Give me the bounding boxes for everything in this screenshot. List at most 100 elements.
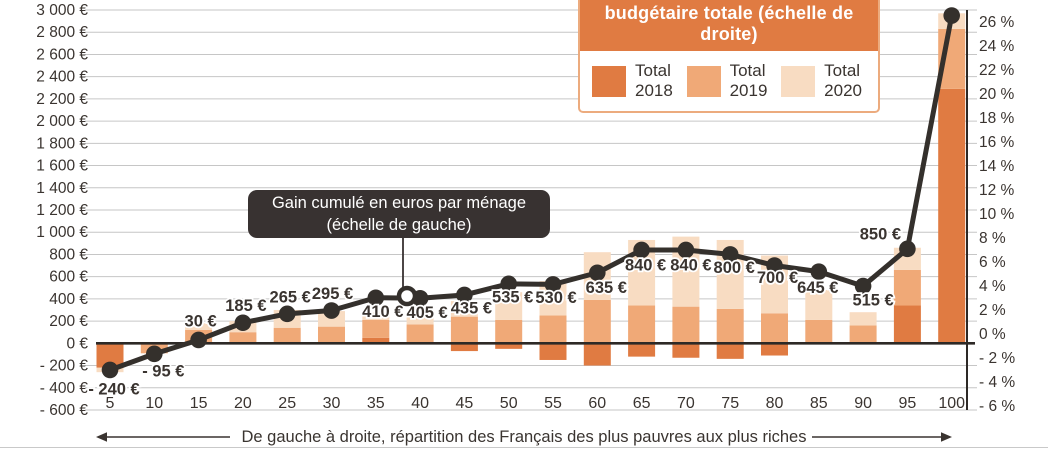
line-point-p30	[323, 302, 340, 319]
legend-swatch-2018	[592, 65, 626, 97]
right-axis-label: - 2 %	[979, 350, 1015, 367]
bar-total-2020-p40	[406, 313, 434, 325]
bar-total-2018-p75	[716, 343, 744, 359]
bar-total-2019-p65	[628, 305, 656, 344]
value-label-p70: 840 €	[670, 256, 711, 274]
bar-total-2020-p45	[450, 301, 478, 317]
right-axis-label: - 6 %	[979, 398, 1015, 415]
x-axis-label: 65	[633, 395, 651, 412]
legend: budgétaire totale (échelle de droite) To…	[578, 0, 880, 114]
left-axis-label: 0 €	[66, 335, 88, 352]
line-series-callout: Gain cumulé en euros par ménage (échelle…	[248, 190, 550, 238]
bar-total-2020-p35	[362, 312, 390, 320]
bar-total-2019-p55	[539, 315, 567, 344]
x-axis-label: 10	[145, 395, 163, 412]
left-axis-label: 1 800 €	[36, 135, 88, 152]
left-axis-label: 1 000 €	[36, 224, 88, 241]
left-axis-label: 2 600 €	[36, 46, 88, 63]
value-label-p45: 435 €	[451, 299, 492, 317]
left-axis-label: 200 €	[49, 313, 88, 330]
value-label-p90: 515 €	[852, 292, 893, 310]
right-axis-label: - 4 %	[979, 374, 1015, 391]
bar-total-2019-p80	[761, 313, 788, 344]
value-label-p25: 265 €	[270, 288, 311, 306]
right-axis-label: 16 %	[979, 134, 1015, 151]
x-axis-label: 90	[854, 395, 872, 412]
value-label-p60: 635 €	[586, 279, 627, 297]
bar-total-2019-p70	[672, 306, 700, 344]
legend-label-2019: Total 2019	[729, 61, 768, 101]
x-axis-label: 15	[190, 395, 208, 412]
line-point-p75	[721, 246, 739, 263]
bar-total-2020-p90	[849, 312, 877, 326]
right-axis-label: 18 %	[979, 110, 1015, 127]
bar-total-2018-p100	[938, 88, 966, 344]
bar-total-2019-p25	[273, 327, 301, 344]
bar-total-2019-p75	[716, 308, 744, 344]
x-axis-label: 50	[500, 395, 518, 412]
value-label-p30: 295 €	[312, 285, 353, 303]
left-axis-label: 2 800 €	[36, 24, 88, 41]
bar-total-2018-p35	[362, 337, 390, 344]
right-axis-label: 6 %	[979, 254, 1006, 271]
arrow-left-head	[96, 432, 107, 442]
value-label-p75: 800 €	[714, 259, 755, 277]
value-label-p20: 185 €	[225, 297, 266, 315]
left-axis-label: 1 400 €	[36, 180, 88, 197]
value-label-p55: 530 €	[535, 289, 576, 307]
x-axis-label: 35	[367, 395, 385, 412]
callout-line2: (échelle de gauche)	[326, 216, 472, 234]
x-axis-label: 40	[411, 395, 429, 412]
right-axis-label: 26 %	[979, 14, 1015, 31]
line-point-p20	[234, 314, 252, 332]
bar-total-2019-p90	[849, 325, 877, 344]
arrow-right-head	[941, 432, 952, 442]
x-axis-label: 70	[677, 395, 695, 412]
bar-total-2018-p50	[495, 343, 523, 349]
legend-item-2018: Total 2018	[592, 61, 673, 101]
bar-total-2020-p85	[805, 289, 833, 320]
line-point-p60	[589, 264, 606, 282]
line-point-p80	[766, 257, 783, 274]
x-axis-label: 30	[323, 395, 341, 412]
left-axis-label: 1 200 €	[36, 202, 88, 219]
left-axis-label: 800 €	[49, 246, 88, 263]
x-axis-label: 95	[899, 395, 917, 412]
x-axis-label: 75	[721, 395, 739, 412]
line-point-p10	[146, 345, 163, 363]
value-label-p5: - 240 €	[88, 380, 139, 398]
legend-item-2019: Total 2019	[686, 61, 768, 101]
x-axis-caption: De gauche à droite, répartition des Fran…	[241, 428, 807, 446]
callout-anchor-point	[396, 285, 418, 307]
legend-body: Total 2018 Total 2019 Total 2020	[580, 51, 878, 111]
bar-total-2020-p15	[185, 323, 213, 330]
bar-total-2018-p60	[583, 343, 611, 366]
line-point-p15	[190, 331, 207, 349]
value-label-p95: 850 €	[860, 225, 901, 243]
bar-total-2019-p40	[406, 324, 434, 344]
right-axis-label: 12 %	[979, 182, 1015, 199]
left-axis-label: 2 400 €	[36, 69, 88, 86]
legend-swatch-2020	[781, 65, 816, 97]
bar-total-2019-p45	[450, 316, 478, 344]
bar-total-2019-p35	[362, 319, 390, 338]
legend-header: budgétaire totale (échelle de droite)	[580, 0, 878, 51]
line-point-p65	[633, 241, 650, 259]
legend-swatch-2019	[686, 65, 721, 97]
left-axis-label: 400 €	[49, 291, 88, 308]
line-point-p50	[500, 275, 517, 293]
right-axis-label: 8 %	[979, 230, 1006, 247]
line-point-p90	[854, 277, 872, 295]
legend-label-2018: Total 2018	[635, 61, 673, 101]
bar-total-2019-p20	[229, 332, 257, 344]
bar-total-2019-p60	[583, 299, 611, 344]
bar-total-2018-p70	[672, 343, 700, 358]
bar-total-2019-p30	[318, 326, 345, 344]
x-axis-label: 25	[278, 395, 296, 412]
right-axis-label: 10 %	[979, 206, 1015, 223]
legend-item-2020: Total 2020	[781, 61, 862, 101]
bar-total-2019-p85	[805, 319, 833, 344]
bar-total-2018-p65	[628, 343, 656, 357]
line-point-p45	[456, 286, 473, 304]
